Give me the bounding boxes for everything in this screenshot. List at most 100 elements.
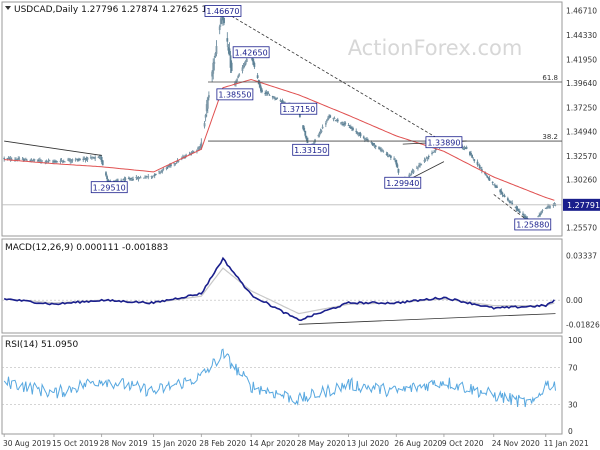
svg-text:1.29940: 1.29940 [386,179,419,188]
candle [75,158,78,160]
candle [24,157,27,161]
rsi-axis: 100 70 30 0 [568,336,583,436]
price-tick-label: 1.39640 [566,79,597,88]
candle [265,89,268,96]
rsi-layer [2,348,562,408]
candle [379,146,381,151]
candle [218,24,221,35]
candle [485,174,488,176]
candle [92,156,94,159]
candle [342,121,345,127]
candle [355,128,358,134]
watermark: ActionForex.com [348,36,523,60]
candle [55,160,58,164]
candle [244,59,247,66]
candle [514,206,517,209]
candle [219,15,222,27]
candle [385,151,388,156]
candle [409,174,412,176]
candle [327,115,329,121]
candle [253,61,256,70]
candle [261,87,263,94]
candle [417,166,419,171]
candle [151,175,154,179]
candle [191,150,194,154]
candle [152,175,155,177]
candle [492,184,495,186]
rsi-tick-label: 100 [568,336,583,345]
x-tick-label: 9 Oct 2020 [442,439,484,448]
candle [486,175,489,178]
svg-text:1.42650: 1.42650 [235,48,268,57]
candle [335,119,338,122]
candle [84,158,87,163]
x-tick-label: 14 Apr 2020 [249,439,296,448]
candle [321,124,324,130]
svg-text:1.38550: 1.38550 [218,91,251,100]
candle [132,176,134,181]
candle [230,60,233,73]
price-tick-label: 1.34940 [566,127,597,136]
candle [206,96,209,114]
x-tick-label: 30 Aug 2019 [3,439,51,448]
candle [135,174,138,181]
candle [213,55,216,71]
candle [471,154,473,158]
trendline [4,140,102,156]
svg-text:1.46670: 1.46670 [206,7,239,16]
svg-text:1.29510: 1.29510 [93,183,126,192]
macd-trendline [298,313,556,325]
candle [365,137,367,141]
candle [279,98,282,102]
candle [44,160,47,165]
candle [476,159,479,167]
candle [334,119,337,122]
macd-line [3,256,556,322]
candle [463,145,466,151]
candle [418,162,420,168]
trendline [222,10,445,143]
candle [70,159,73,164]
candle [63,161,66,163]
candle [329,114,332,118]
rsi-tick-label: 30 [568,400,578,409]
price-tick-label: 1.46710 [566,7,597,16]
x-tick-label: 11 Jan 2021 [544,439,589,448]
candle [100,154,103,164]
candle [371,142,374,147]
price-annotation: 1.46670 [204,5,242,17]
candle [395,159,398,167]
price-annotations: 1.46670 1.42650 1.38550 1.37150 1.33150 1.338… [90,5,552,231]
candle [259,84,262,93]
candle [358,132,361,137]
candle [523,213,525,219]
candle [131,177,133,182]
candle [78,157,80,162]
candle [425,156,428,160]
x-tick-label: 28 May 2020 [297,439,346,448]
candle [129,178,132,181]
candle [76,158,79,162]
candle [59,158,62,164]
macd-layer [2,256,562,325]
x-tick-label: 28 Feb 2020 [199,439,246,448]
x-tick-label: 28 Nov 2019 [100,439,148,448]
price-annotation: 1.33890 [425,136,463,149]
candle [268,93,271,96]
candle [15,157,17,161]
candle [518,208,521,214]
candle [101,159,104,166]
candle [139,175,142,179]
candle [552,203,555,208]
macd-tick-label: -0.018262 [566,321,600,330]
candle [162,167,165,171]
candle [93,157,95,160]
svg-text:1.25880: 1.25880 [516,221,549,230]
candle [522,211,524,216]
candle [252,56,255,66]
candle [69,158,72,164]
candle [48,159,51,162]
candle [493,183,496,188]
candle [341,121,344,126]
